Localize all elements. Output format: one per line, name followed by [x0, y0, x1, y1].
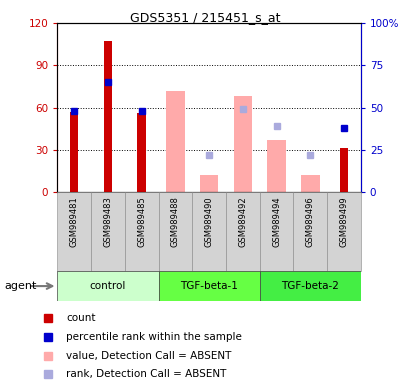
- Bar: [300, 175, 319, 192]
- FancyBboxPatch shape: [91, 192, 124, 271]
- Text: GSM989485: GSM989485: [137, 196, 146, 247]
- FancyBboxPatch shape: [259, 192, 293, 271]
- Text: GSM989494: GSM989494: [271, 196, 280, 247]
- Text: count: count: [66, 313, 96, 323]
- Bar: [199, 175, 218, 192]
- Text: control: control: [90, 281, 126, 291]
- FancyBboxPatch shape: [192, 192, 225, 271]
- Bar: [166, 91, 184, 192]
- Text: TGF-beta-2: TGF-beta-2: [281, 281, 338, 291]
- Text: GSM989496: GSM989496: [305, 196, 314, 247]
- FancyBboxPatch shape: [158, 192, 192, 271]
- Text: GSM989492: GSM989492: [238, 196, 247, 247]
- Text: GSM989488: GSM989488: [171, 196, 180, 247]
- FancyBboxPatch shape: [326, 192, 360, 271]
- Text: rank, Detection Call = ABSENT: rank, Detection Call = ABSENT: [66, 369, 226, 379]
- Text: GSM989483: GSM989483: [103, 196, 112, 247]
- Bar: [70, 112, 78, 192]
- Bar: [267, 140, 285, 192]
- FancyBboxPatch shape: [293, 192, 326, 271]
- Bar: [103, 41, 112, 192]
- FancyBboxPatch shape: [158, 271, 259, 301]
- Text: agent: agent: [4, 281, 36, 291]
- FancyBboxPatch shape: [225, 192, 259, 271]
- FancyBboxPatch shape: [57, 271, 158, 301]
- Bar: [339, 148, 347, 192]
- Text: percentile rank within the sample: percentile rank within the sample: [66, 332, 242, 342]
- FancyBboxPatch shape: [57, 192, 91, 271]
- Text: GSM989499: GSM989499: [339, 196, 348, 247]
- Text: value, Detection Call = ABSENT: value, Detection Call = ABSENT: [66, 351, 231, 361]
- FancyBboxPatch shape: [124, 192, 158, 271]
- Text: GSM989481: GSM989481: [70, 196, 79, 247]
- Text: TGF-beta-1: TGF-beta-1: [180, 281, 238, 291]
- Text: GSM989490: GSM989490: [204, 196, 213, 247]
- Bar: [233, 96, 252, 192]
- FancyBboxPatch shape: [259, 271, 360, 301]
- Bar: [137, 113, 146, 192]
- Text: GDS5351 / 215451_s_at: GDS5351 / 215451_s_at: [129, 12, 280, 25]
